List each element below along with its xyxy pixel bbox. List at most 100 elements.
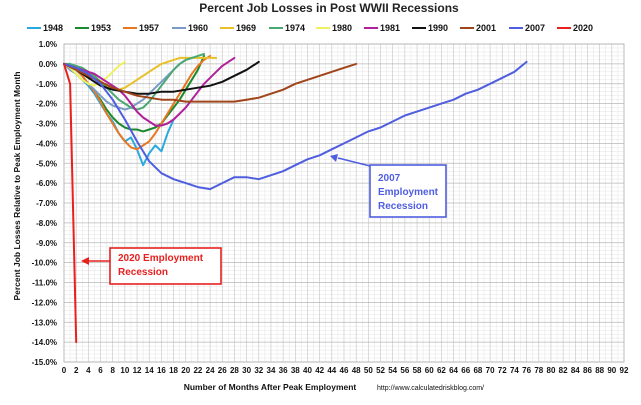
annotation-text: Employment <box>378 187 439 198</box>
x-tick-label: 64 <box>449 366 458 375</box>
x-tick-label: 86 <box>583 366 592 375</box>
series-lines <box>63 52 528 344</box>
x-tick-label: 74 <box>510 366 519 375</box>
grid <box>63 43 625 363</box>
series-line <box>63 60 528 191</box>
x-tick-label: 68 <box>473 366 482 375</box>
x-tick-label: 60 <box>425 366 434 375</box>
x-tick-label: 22 <box>193 366 202 375</box>
x-tick-label: 32 <box>254 366 263 375</box>
y-tick-label: -2.0% <box>36 100 57 109</box>
y-tick-label: -8.0% <box>36 219 57 228</box>
x-tick-label: 8 <box>110 366 115 375</box>
x-tick-label: 50 <box>364 366 373 375</box>
x-tick-label: 66 <box>461 366 470 375</box>
x-tick-label: 54 <box>388 366 397 375</box>
y-tick-label: -12.0% <box>32 298 57 307</box>
x-tick-label: 24 <box>206 366 215 375</box>
x-tick-label: 80 <box>547 366 556 375</box>
x-tick-label: 84 <box>571 366 580 375</box>
x-tick-label: 30 <box>242 366 251 375</box>
chart-title: Percent Job Losses in Post WWII Recessio… <box>199 1 459 15</box>
x-tick-label: 10 <box>120 366 129 375</box>
series-line <box>63 62 78 344</box>
x-axis-ticks: 0 2 4 6 8 10 12 14 16 18 20 22 24 26 28 30 32 34 36 38 40 42 4… <box>62 366 629 375</box>
x-tick-label: 90 <box>607 366 616 375</box>
x-tick-label: 18 <box>169 366 178 375</box>
y-tick-label: -1.0% <box>36 80 57 89</box>
y-tick-label: -13.0% <box>32 318 57 327</box>
source-url: http://www.calculatedriskblog.com/ <box>377 385 484 392</box>
x-tick-label: 82 <box>559 366 568 375</box>
legend-label: 1948 <box>43 23 63 33</box>
x-tick-label: 40 <box>303 366 312 375</box>
x-tick-label: 34 <box>267 366 276 375</box>
series-line <box>63 60 260 95</box>
annotation-arrowhead <box>330 154 338 162</box>
x-tick-label: 58 <box>413 366 422 375</box>
series-line <box>63 60 126 87</box>
x-tick-label: 12 <box>133 366 142 375</box>
x-tick-label: 52 <box>376 366 385 375</box>
annotation-text: 2020 Employment <box>118 253 204 264</box>
annotation-text: Recession <box>378 201 428 212</box>
x-tick-label: 56 <box>400 366 409 375</box>
legend-label: 2001 <box>476 23 496 33</box>
x-tick-label: 0 <box>62 366 67 375</box>
legend-label: 1974 <box>285 23 305 33</box>
x-tick-label: 16 <box>157 366 166 375</box>
annotations: 2020 Employment Recession 2007 Employment Re… <box>81 154 447 285</box>
x-tick-label: 48 <box>352 366 361 375</box>
x-tick-label: 28 <box>230 366 239 375</box>
annotation-arrowhead <box>81 257 89 265</box>
x-tick-label: 36 <box>279 366 288 375</box>
y-tick-label: -10.0% <box>32 259 57 268</box>
y-tick-label: -5.0% <box>36 159 57 168</box>
x-axis-label: Number of Months After Peak Employment <box>184 382 357 392</box>
x-tick-label: 62 <box>437 366 446 375</box>
x-tick-label: 20 <box>181 366 190 375</box>
legend-label: 2020 <box>573 23 593 33</box>
legend-label: 1953 <box>91 23 111 33</box>
y-axis-label: Percent Job Losses Relative to Peak Empl… <box>12 71 22 300</box>
x-tick-label: 70 <box>486 366 495 375</box>
legend-label: 1969 <box>236 23 256 33</box>
y-tick-label: -15.0% <box>32 358 57 367</box>
legend: 1948 1953 1957 1960 1969 1974 1980 1981 1990 2001… <box>27 23 593 33</box>
legend-label: 1980 <box>332 23 352 33</box>
annotation-box <box>109 247 222 285</box>
y-tick-label: -14.0% <box>32 338 57 347</box>
x-tick-label: 76 <box>522 366 531 375</box>
y-tick-label: -3.0% <box>36 120 57 129</box>
y-tick-label: -7.0% <box>36 199 57 208</box>
x-tick-label: 6 <box>98 366 103 375</box>
y-tick-label: -4.0% <box>36 139 57 148</box>
x-tick-label: 14 <box>145 366 154 375</box>
y-tick-label: -11.0% <box>32 279 57 288</box>
series-line <box>63 56 236 127</box>
legend-label: 1990 <box>428 23 448 33</box>
legend-label: 1960 <box>188 23 208 33</box>
x-tick-label: 38 <box>291 366 300 375</box>
annotation-arrow <box>337 157 371 167</box>
x-tick-label: 2 <box>74 366 79 375</box>
y-tick-label: 0.0% <box>39 60 57 69</box>
x-tick-label: 92 <box>620 366 629 375</box>
y-axis-ticks: 1.0% 0.0% -1.0% -2.0% -3.0% -4.0% -5.0% -6.0% -7… <box>32 40 57 367</box>
x-tick-label: 78 <box>534 366 543 375</box>
legend-label: 1981 <box>380 23 400 33</box>
x-tick-label: 42 <box>315 366 324 375</box>
legend-label: 1957 <box>139 23 159 33</box>
x-tick-label: 4 <box>86 366 91 375</box>
x-tick-label: 88 <box>595 366 604 375</box>
x-tick-label: 26 <box>218 366 227 375</box>
y-tick-label: 1.0% <box>39 40 57 49</box>
series-line <box>63 62 358 103</box>
y-tick-label: -6.0% <box>36 179 57 188</box>
x-tick-label: 72 <box>498 366 507 375</box>
legend-label: 2007 <box>525 23 545 33</box>
annotation-text: 2007 <box>378 173 401 184</box>
annotation-text: Recession <box>118 267 168 278</box>
annotation-box <box>369 164 447 218</box>
